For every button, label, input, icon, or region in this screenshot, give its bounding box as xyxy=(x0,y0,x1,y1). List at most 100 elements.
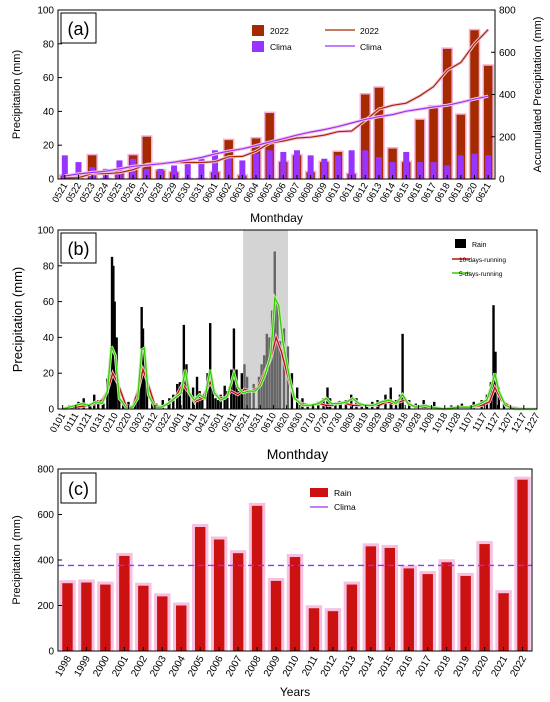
line-accum-clima xyxy=(64,95,489,177)
rain-bar-8 xyxy=(108,374,112,409)
bar-rain-2017 xyxy=(422,574,433,651)
rain-bar-23 xyxy=(151,401,154,409)
rain-bar-98 xyxy=(492,305,495,409)
rain-bar-30 xyxy=(182,324,186,409)
bar-2022-0621 xyxy=(483,65,493,179)
bar-clima-0607 xyxy=(293,150,300,179)
panel-a: 0204060801000200400600800052105220523052… xyxy=(11,6,544,226)
bar-rain-2003 xyxy=(157,596,168,651)
rain-bar-58 xyxy=(268,337,271,409)
ytick-label-c-600: 600 xyxy=(37,510,54,521)
rain-bar-52 xyxy=(248,391,251,409)
bar-clima-0606 xyxy=(280,151,287,179)
rain-bar-42 xyxy=(219,394,222,409)
bar-2022-0618 xyxy=(442,48,452,180)
ytick-label-b-0: 0 xyxy=(48,405,54,416)
bar-rain-2011 xyxy=(308,608,320,651)
bar-clima-0530 xyxy=(184,162,191,179)
rain-bar-10 xyxy=(112,265,115,409)
rain-bar-55 xyxy=(260,364,263,409)
bar-clima-0602 xyxy=(225,157,232,179)
bar-rain-2021 xyxy=(498,593,509,651)
ytick-label-b-60: 60 xyxy=(43,297,55,308)
legend-swatch-bar-clima xyxy=(252,41,264,52)
rain-bar-66 xyxy=(295,387,299,409)
ytick-label-c-0: 0 xyxy=(48,647,54,658)
bar-clima-0620 xyxy=(471,153,478,179)
rain-bar-60 xyxy=(273,251,276,409)
rain-bar-50 xyxy=(243,364,246,409)
bar-rain-2002 xyxy=(138,585,149,651)
ytick-label-b-20: 20 xyxy=(43,369,55,380)
rain-bar-63 xyxy=(282,328,286,409)
ytick-label-a-60: 60 xyxy=(43,73,55,84)
ytick-label-a-0: 0 xyxy=(48,175,54,186)
legend-label-5-days: 5-days-running xyxy=(459,271,503,278)
panel-c: 0200400600800199819992000200120022003200… xyxy=(11,465,533,699)
bar-rain-2004 xyxy=(176,605,187,651)
bar-rain-2019 xyxy=(460,575,471,651)
y2label-a: Accumulated Precipitation (mm) xyxy=(532,17,544,173)
bar-clima-0527 xyxy=(143,168,150,179)
line-accum-2022 xyxy=(64,29,489,179)
ytick-label-a-40: 40 xyxy=(43,107,55,118)
panel-tag-c: (c) xyxy=(68,479,89,499)
line-5-days-running xyxy=(62,295,537,410)
ylabel-b: Precipitation (mm) xyxy=(10,267,25,372)
rain-bar-38 xyxy=(208,323,212,409)
rain-bar-61 xyxy=(276,301,279,409)
legend-label-line-clima: Clima xyxy=(360,42,382,52)
bar-rain-2018 xyxy=(441,562,452,651)
rain-bar-36 xyxy=(201,394,204,409)
bar-2022-0612 xyxy=(361,94,370,179)
bar-clima-0605 xyxy=(266,150,273,179)
bar-clima-0619 xyxy=(457,155,464,179)
ytick-label-a-100: 100 xyxy=(37,6,54,17)
bar-rain-2001 xyxy=(119,555,130,651)
bar-rain-2009 xyxy=(270,580,282,651)
bar-clima-0608 xyxy=(307,155,314,179)
y2tick-label-a-200: 200 xyxy=(499,132,516,143)
rain-bar-74 xyxy=(334,403,337,409)
bar-2022-0527 xyxy=(142,136,151,179)
rain-bar-77 xyxy=(349,394,353,409)
bar-clima-0612 xyxy=(362,150,369,179)
rain-bar-47 xyxy=(235,369,238,409)
panel-b: 0204060801000101011101210131021002200302… xyxy=(10,226,543,463)
rain-bar-59 xyxy=(270,310,274,409)
panel-tag-box-c xyxy=(60,472,97,504)
rain-bar-32 xyxy=(187,392,191,409)
legend-swatch-rain-c xyxy=(310,488,328,497)
y2tick-label-a-400: 400 xyxy=(499,90,516,101)
rain-bar-22 xyxy=(145,382,149,409)
ytick-label-b-80: 80 xyxy=(43,261,55,272)
plot-frame-b xyxy=(57,229,538,410)
ytick-label-b-40: 40 xyxy=(43,333,55,344)
bar-clima-0609 xyxy=(321,158,328,179)
bar-2022-0613 xyxy=(374,87,384,179)
rain-bar-48 xyxy=(237,391,241,409)
rain-bar-75 xyxy=(339,401,342,409)
legend-label-clima-c: Clima xyxy=(334,502,356,512)
bar-rain-2005 xyxy=(194,527,206,651)
ytick-label-b-100: 100 xyxy=(37,226,54,237)
y2tick-label-a-600: 600 xyxy=(499,48,516,59)
rain-bar-45 xyxy=(230,369,233,409)
rain-bar-91 xyxy=(433,401,436,409)
bar-rain-2014 xyxy=(365,546,377,651)
bar-clima-0528 xyxy=(157,168,164,179)
rain-bar-34 xyxy=(195,376,199,409)
rain-bar-13 xyxy=(118,398,121,409)
rain-bar-31 xyxy=(185,364,188,409)
rain-bar-41 xyxy=(216,400,220,409)
xlabel-c: Years xyxy=(280,685,310,699)
rain-bar-40 xyxy=(214,398,217,409)
bar-clima-0611 xyxy=(348,150,355,179)
rain-bar-27 xyxy=(172,394,175,409)
bar-rain-2000 xyxy=(100,584,111,651)
rain-bar-5 xyxy=(96,400,100,409)
bar-rain-2008 xyxy=(251,505,263,651)
xlabel-a: Monthday xyxy=(250,211,303,225)
bar-rain-2006 xyxy=(213,539,225,651)
